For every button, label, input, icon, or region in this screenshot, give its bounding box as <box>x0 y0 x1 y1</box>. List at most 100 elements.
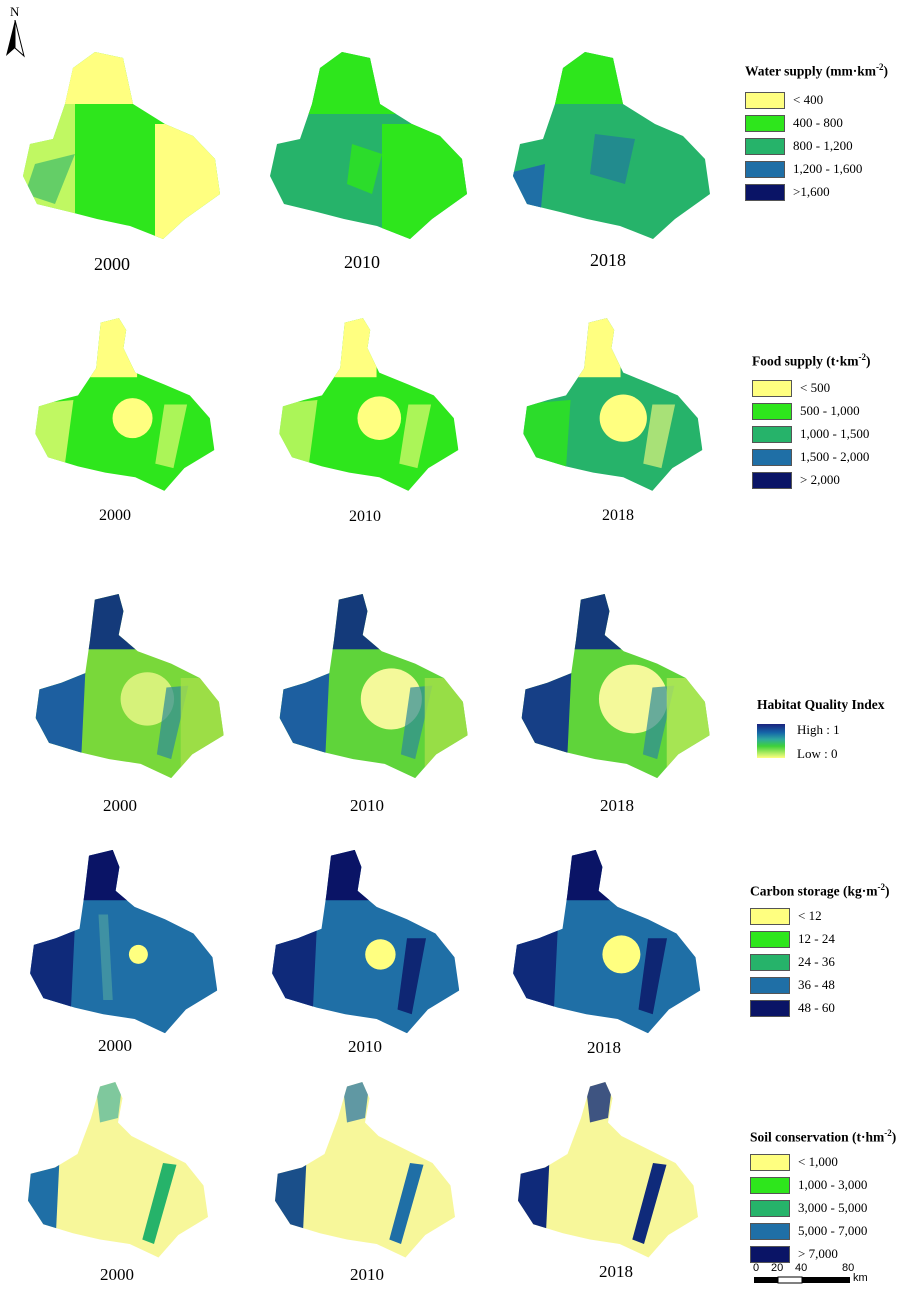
scale-tick-label: 40 <box>795 1262 808 1274</box>
habitat-color-ramp <box>757 724 785 758</box>
map-habitat-2000 <box>35 593 224 779</box>
year-label: 2018 <box>599 1262 633 1281</box>
map-water-2010 <box>270 52 467 239</box>
scale-tick-label: 80 <box>842 1262 855 1274</box>
legend-title: Soil conservation (t·hm-2) <box>750 1128 897 1145</box>
legend-label: 1,000 - 1,500 <box>800 426 870 441</box>
legend-swatch <box>752 471 792 489</box>
legend-item: > 2,000 <box>752 469 913 492</box>
legend-title: Habitat Quality Index <box>757 697 885 712</box>
legend-item: 3,000 - 5,000 <box>750 1197 913 1220</box>
legend-item: 500 - 1,000 <box>752 400 913 423</box>
map-habitat-2018 <box>521 593 710 779</box>
year-label: 2018 <box>600 796 634 815</box>
map-habitat-2010 <box>279 593 468 779</box>
habitat-high-label: High : 1 <box>797 722 840 737</box>
legend-swatch <box>750 907 790 925</box>
legend-item: < 12 <box>750 905 913 928</box>
year-label: 2000 <box>100 1265 134 1284</box>
legend-item: < 400 <box>745 89 913 112</box>
legend-soil-conservation: Soil conservation (t·hm-2) < 1,000 1,000 … <box>750 1124 913 1266</box>
legend-swatch <box>752 425 792 443</box>
legend-swatch <box>752 448 792 466</box>
year-label: 2010 <box>350 1265 384 1284</box>
map-water-2000 <box>23 52 220 239</box>
year-label: 2010 <box>349 508 381 525</box>
map-carbon-2010 <box>272 849 460 1034</box>
legend-swatch <box>750 999 790 1017</box>
north-label: N <box>10 4 20 19</box>
legend-label: 1,000 - 3,000 <box>798 1177 868 1192</box>
map-soil-2000 <box>28 1082 208 1258</box>
legend-title: Carbon storage (kg·m-2) <box>750 882 890 899</box>
legend-swatch <box>750 953 790 971</box>
scale-bar: 0 20 40 80 km <box>753 1262 873 1292</box>
legend-swatch <box>750 930 790 948</box>
legend-carbon-storage: Carbon storage (kg·m-2) < 12 12 - 24 24 - … <box>750 878 913 1020</box>
scale-bar-graphic <box>754 1276 850 1284</box>
legend-item: 36 - 48 <box>750 974 913 997</box>
year-label: 2000 <box>99 507 131 524</box>
legend-swatch <box>745 91 785 109</box>
map-food-2000 <box>35 318 215 491</box>
legend-swatch <box>752 402 792 420</box>
legend-label: 800 - 1,200 <box>793 138 853 153</box>
legend-label: 1,500 - 2,000 <box>800 449 870 464</box>
legend-habitat-quality: Habitat Quality Index High : 1 Low : 0 <box>757 696 913 764</box>
legend-title: Water supply (mm·km-2) <box>745 62 889 79</box>
legend-label: > 2,000 <box>800 472 840 487</box>
legend-label: 36 - 48 <box>798 977 835 992</box>
legend-swatch <box>745 183 785 201</box>
year-label: 2018 <box>602 507 634 524</box>
legend-swatch <box>750 1176 790 1194</box>
legend-food-supply: Food supply (t·km-2) < 500 500 - 1,000 1,0… <box>752 348 913 492</box>
year-label: 2018 <box>590 250 626 270</box>
map-soil-2010 <box>275 1082 455 1258</box>
legend-item: 48 - 60 <box>750 997 913 1020</box>
legend-swatch <box>750 1245 790 1263</box>
map-food-2010 <box>279 318 459 491</box>
legend-item: < 1,000 <box>750 1151 913 1174</box>
legend-swatch <box>750 1199 790 1217</box>
year-label: 2000 <box>98 1036 132 1055</box>
legend-label: 500 - 1,000 <box>800 403 860 418</box>
legend-item: 5,000 - 7,000 <box>750 1220 913 1243</box>
legend-label: > 7,000 <box>798 1246 838 1261</box>
year-label: 2010 <box>350 796 384 815</box>
legend-item: 800 - 1,200 <box>745 135 913 158</box>
legend-item: >1,600 <box>745 181 913 204</box>
legend-item: 1,500 - 2,000 <box>752 446 913 469</box>
scale-tick-label: 20 <box>771 1262 784 1274</box>
legend-item: > 7,000 <box>750 1243 913 1266</box>
north-arrow-icon <box>6 20 25 58</box>
legend-item: 1,000 - 1,500 <box>752 423 913 446</box>
legend-swatch <box>745 160 785 178</box>
legend-label: 400 - 800 <box>793 115 843 130</box>
legend-swatch <box>750 1153 790 1171</box>
legend-swatch <box>750 976 790 994</box>
legend-water-supply: Water supply (mm·km-2) < 400 400 - 800 800… <box>745 58 913 204</box>
scale-tick-label: 0 <box>753 1262 760 1274</box>
legend-swatch <box>752 379 792 397</box>
legend-item: < 500 <box>752 377 913 400</box>
year-label: 2018 <box>587 1038 621 1057</box>
legend-label: >1,600 <box>793 184 830 199</box>
legend-label: 48 - 60 <box>798 1000 835 1015</box>
legend-item: 1,000 - 3,000 <box>750 1174 913 1197</box>
legend-label: 24 - 36 <box>798 954 835 969</box>
legend-label: 3,000 - 5,000 <box>798 1200 868 1215</box>
legend-label: < 12 <box>798 908 822 923</box>
year-label: 2010 <box>348 1037 382 1056</box>
map-carbon-2000 <box>30 849 218 1034</box>
map-carbon-2018 <box>513 849 701 1034</box>
legend-label: 5,000 - 7,000 <box>798 1223 868 1238</box>
year-label: 2000 <box>103 796 137 815</box>
map-soil-2018 <box>518 1082 698 1258</box>
legend-label: 1,200 - 1,600 <box>793 161 863 176</box>
legend-swatch <box>745 137 785 155</box>
legend-label: < 1,000 <box>798 1154 838 1169</box>
year-label: 2010 <box>344 252 380 272</box>
legend-item: 1,200 - 1,600 <box>745 158 913 181</box>
map-food-2018 <box>523 318 703 491</box>
legend-label: 12 - 24 <box>798 931 835 946</box>
